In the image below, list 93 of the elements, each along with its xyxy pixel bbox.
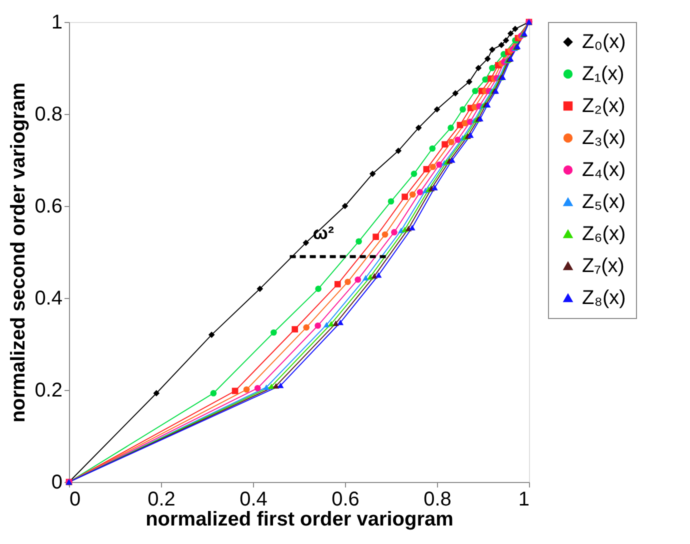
point	[449, 157, 456, 163]
point	[502, 37, 510, 44]
x-tick-label: 0	[70, 488, 81, 510]
point	[409, 224, 416, 230]
point	[460, 106, 466, 113]
point	[277, 382, 284, 388]
point	[371, 273, 378, 279]
legend-label: Z₂(x)	[582, 95, 626, 117]
point	[429, 145, 436, 152]
x-axis-title: normalized first order variogram	[146, 508, 454, 530]
point	[254, 385, 261, 392]
point	[344, 278, 351, 286]
point	[472, 88, 478, 94]
point	[489, 46, 496, 53]
point	[356, 238, 362, 245]
point	[210, 390, 217, 396]
point	[315, 286, 322, 292]
point	[375, 272, 382, 278]
y-tick-label: 1	[51, 12, 62, 34]
point	[395, 148, 402, 154]
x-tick-label: 0.8	[424, 488, 452, 510]
point	[434, 106, 440, 113]
legend-label: Z₈(x)	[582, 287, 626, 309]
point	[484, 56, 491, 62]
point	[415, 124, 422, 131]
legend-label: Z₅(x)	[582, 191, 626, 213]
point	[362, 275, 369, 280]
point	[272, 383, 280, 389]
point	[302, 240, 310, 246]
point	[448, 124, 454, 131]
point	[337, 320, 344, 326]
point	[314, 322, 322, 329]
point	[436, 161, 442, 168]
point	[292, 326, 298, 332]
point	[323, 322, 330, 328]
y-axis-title: normalized second order variogram	[8, 82, 30, 423]
point	[454, 136, 461, 143]
point	[372, 234, 379, 240]
point	[410, 170, 418, 177]
point	[328, 321, 334, 326]
x-tick-label: 1	[518, 488, 530, 510]
legend-label: Z₄(x)	[582, 159, 626, 181]
point	[391, 229, 398, 236]
point	[232, 388, 238, 394]
y-tick-label: 0.4	[34, 288, 62, 310]
point	[466, 78, 472, 85]
legend-label: Z₇(x)	[582, 255, 624, 277]
y-tick-label: 0	[51, 472, 62, 494]
point	[334, 281, 341, 288]
point	[208, 332, 215, 338]
legend-label: Z₀(x)	[582, 31, 626, 53]
point	[430, 164, 436, 170]
point	[448, 138, 454, 146]
point	[498, 42, 505, 48]
legend-label: Z₆(x)	[582, 223, 626, 245]
annotation: ω²	[312, 222, 334, 243]
point	[442, 141, 448, 148]
point	[462, 120, 468, 126]
x-tick-label: 0.6	[332, 488, 360, 510]
point	[402, 194, 408, 200]
point	[416, 189, 424, 196]
point	[153, 390, 160, 396]
point	[270, 329, 277, 336]
point	[452, 90, 459, 96]
point	[467, 132, 474, 138]
point	[423, 166, 430, 172]
point	[388, 198, 394, 205]
x-tick-label: 0.2	[148, 488, 176, 510]
point	[263, 384, 270, 390]
x-tick-label: 0.4	[240, 488, 268, 510]
point	[432, 184, 438, 190]
point	[475, 64, 482, 72]
legend-label: Z₃(x)	[582, 127, 626, 149]
point	[405, 226, 412, 232]
legend-label: Z₁(x)	[582, 63, 624, 85]
point	[367, 274, 374, 280]
y-tick-label: 0.8	[34, 104, 62, 126]
point	[489, 64, 496, 72]
point	[332, 320, 339, 326]
point	[369, 170, 376, 177]
point	[268, 384, 275, 390]
point	[482, 76, 488, 83]
point	[256, 286, 264, 292]
point	[243, 386, 250, 393]
point	[342, 202, 348, 210]
point	[354, 276, 362, 283]
point	[507, 30, 514, 37]
point	[303, 324, 310, 331]
y-tick-label: 0.6	[34, 196, 62, 218]
point	[382, 231, 388, 238]
point	[409, 191, 416, 198]
point	[512, 26, 518, 32]
y-tick-label: 0.2	[34, 380, 62, 402]
